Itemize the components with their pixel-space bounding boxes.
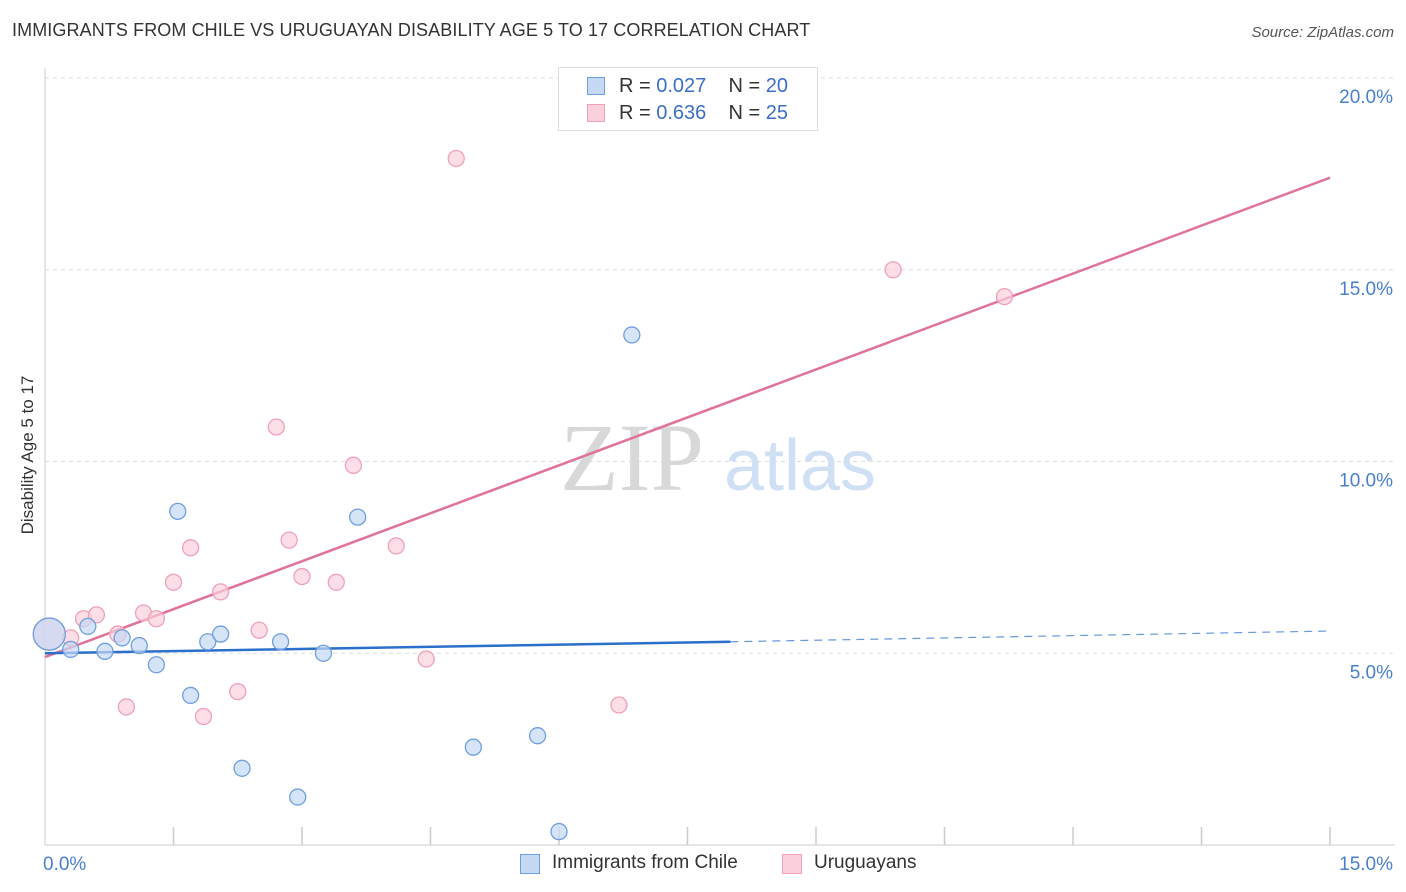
point-uruguayans bbox=[211, 583, 230, 601]
point-chile bbox=[62, 640, 80, 659]
point-chile bbox=[130, 636, 148, 655]
point-uruguayans bbox=[884, 261, 902, 279]
point-uruguayans bbox=[117, 698, 136, 716]
point-chile bbox=[147, 656, 166, 674]
point-uruguayans bbox=[417, 650, 435, 668]
point-uruguayans bbox=[250, 621, 268, 639]
point-uruguayans bbox=[229, 682, 247, 701]
chart-title: IMMIGRANTS FROM CHILE VS URUGUAYAN DISAB… bbox=[12, 20, 811, 40]
point-uruguayans bbox=[610, 696, 628, 714]
point-chile bbox=[199, 633, 217, 651]
point-uruguayans bbox=[87, 606, 106, 624]
y-tick-label: 10.0% bbox=[1339, 471, 1393, 492]
point-uruguayans bbox=[181, 539, 200, 557]
gridlines bbox=[45, 77, 1395, 654]
y-tick-label: 15.0% bbox=[1339, 279, 1393, 300]
watermark: ZIP atlas bbox=[560, 404, 876, 511]
point-uruguayans bbox=[447, 149, 465, 168]
x-tick-label-min: 0.0% bbox=[43, 854, 86, 875]
chart-source: Source: ZipAtlas.com bbox=[1251, 24, 1394, 41]
legend-text-chile: R = 0.027 N = 20 bbox=[619, 75, 789, 97]
watermark-atlas: atlas bbox=[724, 426, 876, 506]
point-chile bbox=[349, 508, 367, 526]
point-chile bbox=[79, 617, 97, 636]
x-tick-label-max: 15.0% bbox=[1339, 854, 1393, 875]
point-uruguayans bbox=[995, 287, 1014, 306]
legend-swatch-uruguayans bbox=[587, 104, 605, 122]
point-chile bbox=[181, 686, 200, 705]
point-chile bbox=[314, 644, 333, 662]
watermark-zip: ZIP bbox=[560, 404, 704, 511]
tick-labels: 5.0% 10.0% 15.0% 20.0% 0.0% 15.0% bbox=[43, 87, 1393, 875]
point-uruguayans bbox=[344, 456, 363, 474]
point-uruguayans bbox=[387, 537, 405, 555]
point-uruguayans bbox=[280, 531, 298, 549]
point-chile bbox=[32, 617, 66, 651]
bottom-legend-swatch-uruguayans bbox=[782, 854, 802, 874]
bottom-legend-label-chile: Immigrants from Chile bbox=[552, 852, 738, 873]
point-uruguayans bbox=[293, 567, 311, 586]
point-uruguayans bbox=[267, 418, 285, 436]
point-chile bbox=[464, 738, 482, 756]
point-chile bbox=[113, 629, 131, 647]
point-uruguayans bbox=[194, 707, 213, 726]
trend-lines bbox=[44, 176, 1331, 659]
point-uruguayans bbox=[327, 573, 345, 591]
point-chile bbox=[528, 727, 547, 745]
point-chile bbox=[233, 759, 251, 777]
data-points bbox=[32, 149, 1014, 841]
correlation-legend: R = 0.027 N = 20 R = 0.636 N = 25 bbox=[558, 67, 818, 131]
trend-line-chile-extension bbox=[730, 630, 1331, 643]
y-tick-label: 20.0% bbox=[1339, 87, 1393, 108]
point-chile bbox=[271, 633, 290, 651]
point-chile bbox=[169, 502, 187, 521]
trend-line-uruguayans bbox=[44, 176, 1331, 659]
bottom-legend-label-uruguayans: Uruguayans bbox=[814, 852, 917, 873]
point-chile bbox=[96, 642, 114, 660]
axes bbox=[44, 68, 1395, 846]
bottom-legend-swatch-chile bbox=[520, 854, 540, 874]
trend-line-chile bbox=[44, 640, 731, 655]
point-uruguayans bbox=[164, 573, 183, 591]
point-chile bbox=[623, 326, 641, 344]
legend-text-uruguayans: R = 0.636 N = 25 bbox=[619, 102, 789, 124]
point-chile bbox=[550, 822, 568, 841]
point-uruguayans bbox=[147, 610, 166, 628]
y-tick-label: 5.0% bbox=[1350, 662, 1393, 683]
point-chile bbox=[211, 625, 230, 643]
legend-swatch-chile bbox=[587, 77, 605, 95]
point-chile bbox=[289, 788, 307, 806]
